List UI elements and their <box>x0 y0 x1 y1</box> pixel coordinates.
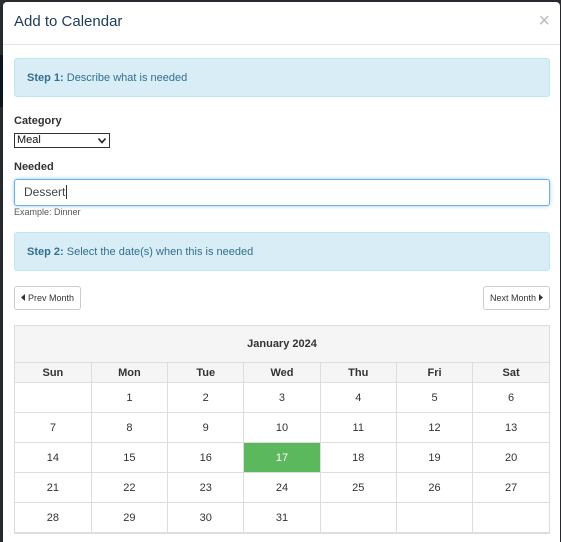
prev-month-label: Prev Month <box>28 293 75 303</box>
calendar-month-label: January 2024 <box>15 326 549 363</box>
calendar-day[interactable]: 4 <box>320 382 397 413</box>
calendar-day-selected[interactable]: 17 <box>243 442 321 473</box>
calendar-week-row: 28 29 30 31 <box>15 502 549 533</box>
add-to-calendar-modal: Add to Calendar × Step 1: Describe what … <box>3 2 560 542</box>
modal-header: Add to Calendar × <box>3 2 560 45</box>
calendar-day[interactable]: 27 <box>472 472 549 503</box>
calendar-day[interactable]: 23 <box>167 472 245 503</box>
calendar-day[interactable]: 24 <box>243 472 321 503</box>
calendar-empty-cell <box>15 382 92 413</box>
calendar-empty-cell <box>472 502 549 533</box>
calendar-day[interactable]: 18 <box>320 442 397 473</box>
calendar-day[interactable]: 13 <box>472 412 549 443</box>
page-backdrop <box>0 0 4 538</box>
calendar-empty-cell <box>320 502 397 533</box>
needed-input[interactable]: Dessert <box>14 179 550 206</box>
calendar-week-row: 14 15 16 17 18 19 20 <box>15 442 549 473</box>
calendar-day[interactable]: 14 <box>15 442 92 473</box>
calendar-day[interactable]: 3 <box>243 382 321 413</box>
step2-prefix: Step 2: <box>27 246 64 258</box>
calendar-day[interactable]: 1 <box>91 382 169 413</box>
category-select[interactable]: Meal <box>14 133 110 148</box>
calendar-day[interactable]: 8 <box>91 412 169 443</box>
calendar-day[interactable]: 30 <box>167 502 245 533</box>
needed-label: Needed <box>14 161 54 173</box>
calendar-day[interactable]: 20 <box>472 442 549 473</box>
weekday-mon: Mon <box>91 363 169 383</box>
calendar-day[interactable]: 25 <box>320 472 397 503</box>
step2-text: Select the date(s) when this is needed <box>63 246 254 258</box>
weekday-header-row: Sun Mon Tue Wed Thu Fri Sat <box>15 363 549 383</box>
modal-title: Add to Calendar <box>14 13 123 30</box>
calendar-day[interactable]: 21 <box>15 472 92 503</box>
weekday-fri: Fri <box>396 363 474 383</box>
calendar-day[interactable]: 12 <box>396 412 474 443</box>
prev-month-button[interactable]: Prev Month <box>14 286 82 310</box>
calendar-week-row: 7 8 9 10 11 12 13 <box>15 412 549 443</box>
calendar-day[interactable]: 2 <box>167 382 245 413</box>
calendar-day[interactable]: 9 <box>167 412 245 443</box>
calendar-day[interactable]: 16 <box>167 442 245 473</box>
step2-alert: Step 2: Select the date(s) when this is … <box>14 232 550 271</box>
calendar-day[interactable]: 26 <box>396 472 474 503</box>
calendar-day[interactable]: 28 <box>15 502 92 533</box>
weekday-wed: Wed <box>243 363 321 383</box>
calendar-grid: Sun Mon Tue Wed Thu Fri Sat 1 2 3 4 5 6 7 8 9 10 1… <box>15 363 549 533</box>
next-month-label: Next Month <box>489 293 536 303</box>
backdrop-band <box>0 55 4 107</box>
caret-right-icon <box>539 294 543 301</box>
needed-input-value: Dessert <box>24 185 66 199</box>
next-month-button[interactable]: Next Month <box>482 286 550 310</box>
calendar-day[interactable]: 5 <box>396 382 474 413</box>
calendar-day[interactable]: 31 <box>243 502 321 533</box>
close-icon[interactable]: × <box>538 10 550 32</box>
calendar-day[interactable]: 11 <box>320 412 397 443</box>
calendar-day[interactable]: 7 <box>15 412 92 443</box>
text-cursor <box>66 185 68 199</box>
needed-help-text: Example: Dinner <box>14 207 81 217</box>
calendar-day[interactable]: 22 <box>91 472 169 503</box>
calendar-day[interactable]: 10 <box>243 412 321 443</box>
step1-text: Describe what is needed <box>63 72 188 84</box>
category-label: Category <box>14 115 62 127</box>
calendar-day[interactable]: 29 <box>91 502 169 533</box>
calendar-week-row: 21 22 23 24 25 26 27 <box>15 472 549 503</box>
weekday-sun: Sun <box>15 363 92 383</box>
category-select-value: Meal <box>17 134 41 146</box>
step1-prefix: Step 1: <box>27 72 64 84</box>
calendar-empty-cell <box>396 502 474 533</box>
caret-left-icon <box>21 294 25 301</box>
weekday-sat: Sat <box>472 363 549 383</box>
calendar-day[interactable]: 15 <box>91 442 169 473</box>
chevron-down-icon <box>97 137 107 144</box>
calendar-day[interactable]: 19 <box>396 442 474 473</box>
weekday-tue: Tue <box>167 363 245 383</box>
calendar-day[interactable]: 6 <box>472 382 549 413</box>
calendar: January 2024 Sun Mon Tue Wed Thu Fri Sat… <box>14 325 550 534</box>
step1-alert: Step 1: Describe what is needed <box>14 58 550 97</box>
weekday-thu: Thu <box>320 363 397 383</box>
calendar-body: 1 2 3 4 5 6 7 8 9 10 11 12 13 14 15 16 17 18 19 20 21 22 23 24 2… <box>15 382 549 533</box>
